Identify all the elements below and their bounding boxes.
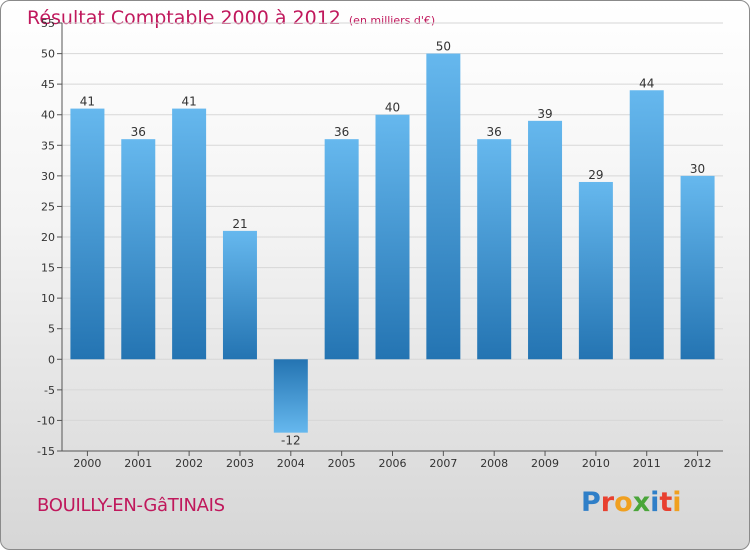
data-label-2012: 30	[690, 162, 705, 176]
x-tick-label-2008: 2008	[480, 457, 508, 470]
x-tick-label-2010: 2010	[582, 457, 610, 470]
x-tick-label-2002: 2002	[175, 457, 203, 470]
commune-name: BOUILLY-EN-GâTINAIS	[37, 495, 225, 516]
bar-2005	[324, 139, 359, 360]
bar-2011	[629, 90, 664, 360]
x-tick-label-2007: 2007	[429, 457, 457, 470]
bar-2003	[222, 230, 257, 360]
y-tick-label: 35	[41, 139, 55, 152]
y-tick-label: 50	[41, 48, 55, 61]
logo-letter: t	[659, 487, 673, 518]
y-tick-label: 10	[41, 292, 55, 305]
bar-2000	[70, 108, 105, 360]
logo-letter: o	[614, 487, 633, 518]
x-tick-label-2003: 2003	[226, 457, 254, 470]
bar-2008	[477, 139, 512, 360]
y-tick-label: 20	[41, 231, 55, 244]
label-layer: -15 -10 -5 0 5 10 15 20 25 30 35 40 45 50 55 41 2000 36 20…	[37, 17, 712, 470]
x-tick-label-2005: 2005	[328, 457, 356, 470]
y-tick-label: 55	[41, 17, 55, 30]
data-label-2011: 44	[639, 76, 654, 90]
y-tick-label: 15	[41, 262, 55, 275]
bar-2007	[426, 53, 461, 360]
logo-letter: i	[672, 487, 682, 518]
data-label-2009: 39	[537, 107, 552, 121]
y-tick-label: 5	[48, 323, 55, 336]
bar-2001	[121, 139, 156, 360]
data-label-2005: 36	[334, 125, 349, 139]
y-tick-label: -15	[37, 445, 55, 458]
data-label-2010: 29	[588, 168, 603, 182]
data-label-2001: 36	[131, 125, 146, 139]
proxiti-logo[interactable]: Proxiti	[581, 487, 682, 518]
y-tick-label: 25	[41, 200, 55, 213]
y-tick-label: -5	[44, 384, 55, 397]
axis-layer	[57, 22, 723, 456]
bar-layer	[70, 53, 715, 433]
chart-unit: (en milliers d'€)	[348, 14, 436, 27]
y-tick-label: 40	[41, 109, 55, 122]
data-label-2007: 50	[436, 40, 451, 54]
data-label-2004: -12	[281, 434, 301, 448]
data-label-2008: 36	[487, 125, 502, 139]
logo-letter: x	[632, 487, 651, 518]
logo-letter: i	[650, 487, 660, 518]
bar-2006	[375, 114, 410, 360]
bar-2004	[273, 359, 308, 433]
data-label-2000: 41	[80, 95, 95, 109]
bar-2002	[172, 108, 207, 360]
x-tick-label-2006: 2006	[379, 457, 407, 470]
bar-2012	[680, 175, 715, 360]
y-tick-label: 0	[48, 353, 55, 366]
x-tick-label-2009: 2009	[531, 457, 559, 470]
x-tick-label-2012: 2012	[684, 457, 712, 470]
y-tick-label: 45	[41, 78, 55, 91]
logo-letter: P	[581, 487, 601, 518]
logo-letter: r	[600, 487, 615, 518]
x-tick-label-2001: 2001	[124, 457, 152, 470]
data-label-2002: 41	[181, 95, 196, 109]
x-tick-label-2000: 2000	[73, 457, 101, 470]
data-label-2006: 40	[385, 101, 400, 115]
y-tick-label: -10	[37, 414, 55, 427]
x-tick-label-2004: 2004	[277, 457, 305, 470]
data-label-2003: 21	[232, 217, 247, 231]
bar-2009	[528, 120, 563, 360]
x-tick-label-2011: 2011	[633, 457, 661, 470]
bar-2010	[578, 181, 613, 360]
y-tick-label: 30	[41, 170, 55, 183]
